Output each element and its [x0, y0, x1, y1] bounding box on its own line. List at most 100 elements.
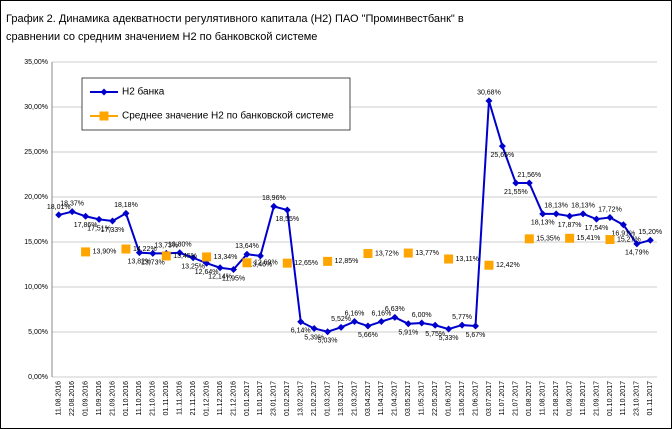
data-label: 13,34%	[214, 254, 238, 261]
point	[484, 260, 494, 270]
data-label: 15,27%	[617, 236, 641, 243]
point	[282, 258, 292, 268]
point	[230, 265, 237, 273]
point	[243, 250, 251, 258]
data-label: 18,55%	[275, 216, 299, 223]
point	[95, 215, 103, 223]
point	[404, 320, 412, 328]
data-label: 18,13%	[531, 220, 555, 227]
y-tick-label: 20,00%	[24, 194, 48, 201]
data-label: 12,85%	[335, 258, 359, 265]
x-tick-label: 21.08.2017	[553, 381, 560, 416]
point	[323, 256, 333, 266]
data-label: 12,42%	[496, 262, 520, 269]
x-tick-label: 21.02.2017	[311, 381, 318, 416]
x-tick-label: 22.08.2016	[69, 381, 76, 416]
x-tick-label: 01.11.2016	[163, 381, 170, 416]
x-tick-label: 11.11.2016	[177, 381, 184, 415]
data-label: 13,45%	[173, 253, 197, 260]
y-tick-label: 5,00%	[28, 329, 48, 336]
x-tick-label: 01.10.2016	[123, 381, 130, 416]
data-label: 6,16%	[371, 310, 391, 317]
x-tick-label: 01.09.2017	[566, 381, 573, 416]
point	[121, 244, 131, 254]
point	[403, 248, 413, 258]
point	[485, 97, 493, 105]
x-tick-label: 21.12.2016	[230, 381, 237, 416]
x-tick-label: 11.10.2017	[620, 381, 627, 416]
x-tick-label: 03.04.2017	[365, 381, 372, 416]
point	[646, 236, 654, 244]
point	[351, 318, 358, 326]
data-label: 15,41%	[577, 235, 601, 242]
x-tick-label: 11.04.2017	[378, 381, 385, 416]
point	[418, 319, 426, 327]
y-tick-label: 30,00%	[24, 104, 48, 111]
data-label: 6,63%	[385, 306, 405, 313]
data-label: 15,20%	[638, 229, 662, 236]
point	[391, 313, 399, 321]
data-label: 5,66%	[358, 332, 378, 339]
data-label: 6,16%	[345, 310, 365, 317]
data-label: 13,72%	[375, 250, 399, 257]
point	[68, 208, 76, 216]
data-label: 16,91%	[612, 231, 636, 238]
point	[149, 249, 157, 257]
point	[256, 252, 264, 260]
point	[176, 249, 184, 257]
data-label: 5,52%	[331, 316, 351, 323]
data-label: 12,64%	[195, 269, 219, 276]
x-tick-label: 11.07.2017	[499, 381, 506, 416]
x-tick-label: 11.12.2016	[217, 381, 224, 416]
x-tick-label: 11.09.2017	[580, 381, 587, 416]
point	[472, 322, 479, 330]
point	[202, 252, 212, 262]
x-tick-label: 01.01.2017	[244, 381, 251, 416]
point	[593, 215, 600, 223]
x-tick-label: 21.09.2017	[593, 381, 600, 416]
data-label: 30,68%	[477, 90, 501, 97]
data-label: 18,01%	[47, 204, 71, 211]
x-tick-label: 01.12.2016	[203, 381, 210, 416]
legend-box	[81, 77, 351, 131]
point	[55, 211, 63, 219]
x-tick-label: 23.10.2017	[634, 381, 641, 416]
data-label: 17,72%	[598, 206, 622, 213]
x-tick-label: 13.02.2017	[298, 381, 305, 416]
point	[579, 210, 587, 218]
x-tick-label: 11.01.2017	[257, 381, 264, 416]
point	[82, 212, 90, 220]
point	[539, 210, 547, 218]
legend-label: Н2 банка	[122, 86, 165, 98]
x-tick-label: 23.01.2017	[271, 381, 278, 416]
x-tick-label: 21.09.2016	[109, 381, 116, 416]
data-label: 14,22%	[133, 246, 157, 253]
data-label: 21,56%	[517, 172, 541, 179]
data-label: 18,13%	[544, 203, 568, 210]
data-label: 18,13%	[571, 203, 595, 210]
x-tick-label: 03.05.2017	[405, 381, 412, 416]
point	[189, 254, 197, 262]
legend-marker	[100, 88, 108, 96]
y-tick-label: 35,00%	[24, 59, 48, 66]
x-tick-label: 03.07.2017	[486, 381, 493, 416]
y-tick-label: 25,00%	[24, 149, 48, 156]
x-tick-label: 21.06.2017	[472, 381, 479, 416]
data-label: 13,90%	[93, 249, 117, 256]
data-label: 25,65%	[491, 152, 515, 159]
x-tick-label: 21.03.2017	[351, 381, 358, 416]
data-label: 13,25%	[181, 264, 205, 271]
data-label: 17,33%	[101, 227, 125, 234]
data-label: 13,73%	[141, 259, 165, 266]
chart-title: График 2. Динамика адекватности регуляти…	[6, 13, 464, 25]
data-label: 18,18%	[114, 202, 138, 209]
point	[310, 324, 318, 332]
data-label: 13,80%	[168, 242, 192, 249]
data-label: 13,46%	[249, 262, 273, 269]
point	[633, 240, 641, 248]
data-label: 5,67%	[466, 332, 486, 339]
x-tick-label: 11.08.2017	[540, 381, 547, 416]
point	[605, 235, 615, 245]
point	[270, 202, 278, 210]
